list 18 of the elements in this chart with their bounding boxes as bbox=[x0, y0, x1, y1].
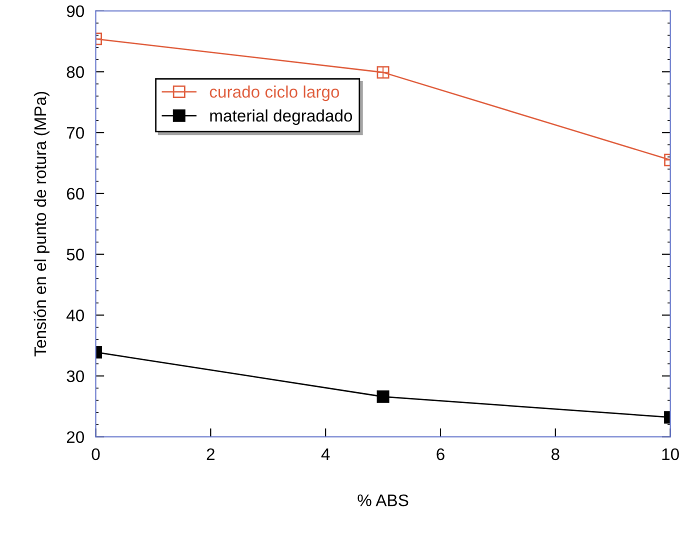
legend-label: curado ciclo largo bbox=[210, 86, 340, 102]
x-tick-label: 6 bbox=[436, 448, 444, 460]
y-tick-label: 50 bbox=[66, 248, 84, 260]
y-tick-label: 40 bbox=[66, 310, 84, 322]
y-tick-label: 70 bbox=[66, 127, 84, 139]
x-tick-label: 10 bbox=[662, 448, 679, 460]
y-axis-title: Tensión en el punto de rotura (MPa) bbox=[34, 92, 50, 356]
y-tick-label: 90 bbox=[66, 5, 84, 18]
y-tick-label: 80 bbox=[66, 66, 84, 78]
x-tick-label: 0 bbox=[92, 448, 100, 460]
x-tick-label: 4 bbox=[321, 448, 330, 460]
x-tick-label: 8 bbox=[552, 448, 560, 460]
x-axis-title: % ABS bbox=[358, 494, 408, 506]
y-tick-label: 30 bbox=[66, 370, 84, 382]
x-tick-label: 2 bbox=[206, 448, 214, 460]
y-tick-label: 20 bbox=[66, 431, 84, 444]
legend-label: material degradado bbox=[210, 109, 352, 125]
y-tick-label: 60 bbox=[66, 188, 84, 200]
